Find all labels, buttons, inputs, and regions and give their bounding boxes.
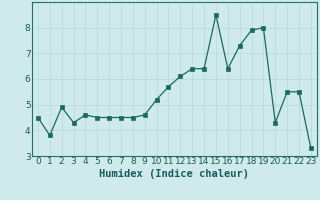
- X-axis label: Humidex (Indice chaleur): Humidex (Indice chaleur): [100, 169, 249, 179]
